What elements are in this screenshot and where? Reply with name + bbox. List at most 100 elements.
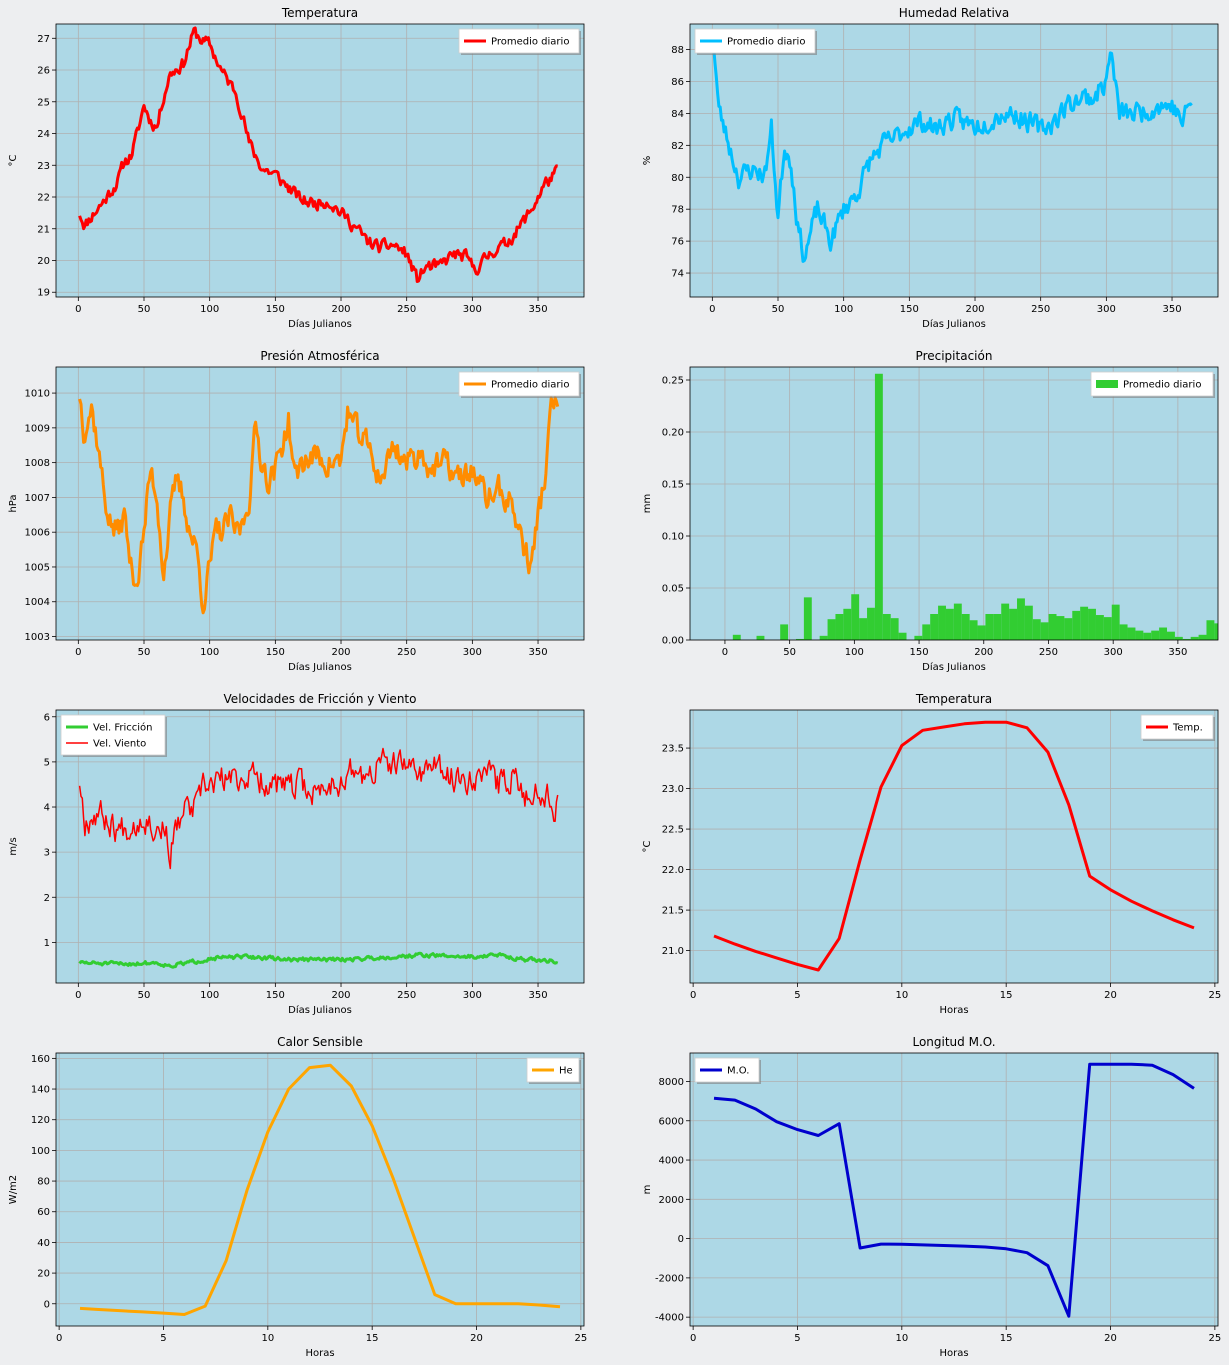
legend: Temp. <box>1140 714 1215 741</box>
plot-area <box>690 24 1218 297</box>
bar <box>1214 623 1218 640</box>
bar <box>945 608 954 640</box>
x-tick-label: 150 <box>266 647 285 658</box>
series-line <box>78 396 560 615</box>
y-tick-label: 1008 <box>25 458 50 469</box>
bar <box>1095 615 1104 640</box>
chart-panel-2: 0 50 100 150 200 250 300 350 74 76 78 80 82 84 86 88 Hum… <box>642 6 1219 330</box>
x-axis-label: Días Julianos <box>288 1004 352 1016</box>
y-tick-label: 1003 <box>25 632 50 643</box>
y-tick-label: 84 <box>671 109 684 120</box>
y-tick-label: 4 <box>44 803 50 814</box>
legend: Vel. Fricción Vel. Viento <box>60 714 167 757</box>
legend: Promedio diario <box>458 28 581 55</box>
x-axis-label: Horas <box>939 1348 968 1359</box>
legend-label: Vel. Fricción <box>93 722 153 734</box>
y-tick-label: 1 <box>44 938 50 949</box>
series-line <box>713 1062 1195 1318</box>
bar <box>969 620 978 640</box>
x-tick-label: 0 <box>56 1333 62 1344</box>
plot-marks <box>78 747 559 969</box>
y-tick-label: 78 <box>671 205 684 216</box>
y-tick-label: -2000 <box>655 1273 684 1284</box>
bar <box>938 605 946 640</box>
x-tick-label: 5 <box>794 1333 800 1344</box>
chart-panel-6: 0 5 10 15 20 25 21.0 21.5 22.0 22.5 23.0 23.5 Temper… <box>642 692 1221 1016</box>
chart-panel-7: 0 5 10 15 20 25 0 20 40 60 80 100 120 140 160 Calor Sen… <box>8 1035 587 1359</box>
y-tick-label: 82 <box>671 141 684 152</box>
bar <box>930 614 939 640</box>
x-tick-label: 20 <box>470 1333 483 1344</box>
x-tick-label: 150 <box>900 304 919 315</box>
y-axis-label: W/m2 <box>8 1175 19 1204</box>
bar <box>1040 622 1049 640</box>
y-tick-label: 40 <box>37 1238 50 1249</box>
y-tick-label: 20 <box>37 256 50 267</box>
y-tick-label: 86 <box>671 77 684 88</box>
y-tick-label: 1004 <box>25 597 50 608</box>
plot-frame <box>689 23 1219 298</box>
y-tick-label: 21 <box>37 224 50 235</box>
x-tick-label: 150 <box>910 647 929 658</box>
y-tick-label: 0 <box>44 1299 50 1310</box>
x-tick-label: 50 <box>783 647 796 658</box>
x-tick-label: 300 <box>1104 647 1123 658</box>
bar <box>914 635 923 640</box>
x-tick-label: 300 <box>1097 304 1116 315</box>
y-tick-label: 2 <box>44 893 50 904</box>
y-tick-label: 3 <box>44 848 50 859</box>
bar <box>1001 603 1010 640</box>
x-tick-label: 250 <box>1031 304 1050 315</box>
legend: Promedio diario <box>694 28 817 55</box>
y-tick-label: 22.0 <box>662 865 684 876</box>
bar <box>1111 604 1120 640</box>
plot-area <box>690 367 1218 640</box>
series-line <box>79 1063 561 1316</box>
x-axis-label: Días Julianos <box>922 318 986 330</box>
x-tick-label: 200 <box>331 647 350 658</box>
bar <box>1032 619 1041 640</box>
x-tick-label: 25 <box>1209 990 1222 1001</box>
bar <box>882 614 891 640</box>
plot-frame <box>55 709 585 984</box>
y-tick-label: 0.20 <box>662 428 684 439</box>
chart-panel-8: 0 5 10 15 20 25 -4000 -2000 0 2000 4000 6000 8000 Lon… <box>642 1035 1221 1359</box>
bar <box>851 594 860 640</box>
bar <box>1024 605 1033 640</box>
y-tick-label: 27 <box>37 34 50 45</box>
x-tick-label: 50 <box>138 990 151 1001</box>
x-axis-label: Horas <box>305 1348 334 1359</box>
plot-area <box>690 1053 1218 1326</box>
x-tick-label: 200 <box>331 304 350 315</box>
legend-label: Vel. Viento <box>93 739 146 750</box>
x-tick-label: 300 <box>463 304 482 315</box>
legend-label: Promedio diario <box>1123 380 1201 391</box>
legend-label: Temp. <box>1172 723 1203 734</box>
plot-marks <box>713 720 1195 972</box>
bar <box>1119 624 1128 640</box>
plot-area <box>690 710 1218 983</box>
bar <box>843 608 852 640</box>
x-tick-label: 10 <box>895 1333 908 1344</box>
x-tick-label: 0 <box>690 1333 696 1344</box>
y-tick-label: 23.5 <box>662 744 684 755</box>
x-tick-label: 100 <box>200 990 219 1001</box>
plot-marks <box>78 396 560 615</box>
chart-panel-1: 0 50 100 150 200 250 300 350 19 20 21 22 23 24 25 26 27 T… <box>8 6 585 330</box>
bar <box>780 624 789 640</box>
plot-frame <box>55 1052 585 1327</box>
chart-panel-5: 0 50 100 150 200 250 300 350 1 2 3 4 5 6 Velocidades d… <box>8 692 585 1016</box>
x-tick-label: 100 <box>845 647 864 658</box>
y-tick-label: 25 <box>37 97 50 108</box>
x-tick-label: 25 <box>1209 1333 1222 1344</box>
bar <box>1009 608 1018 640</box>
x-tick-label: 5 <box>794 990 800 1001</box>
x-tick-label: 350 <box>528 990 547 1001</box>
bar <box>795 638 804 640</box>
x-tick-label: 0 <box>722 647 728 658</box>
x-tick-label: 0 <box>75 990 81 1001</box>
x-tick-label: 250 <box>397 990 416 1001</box>
bar <box>874 373 883 640</box>
bar <box>1072 610 1081 640</box>
y-tick-label: 24 <box>37 129 50 140</box>
